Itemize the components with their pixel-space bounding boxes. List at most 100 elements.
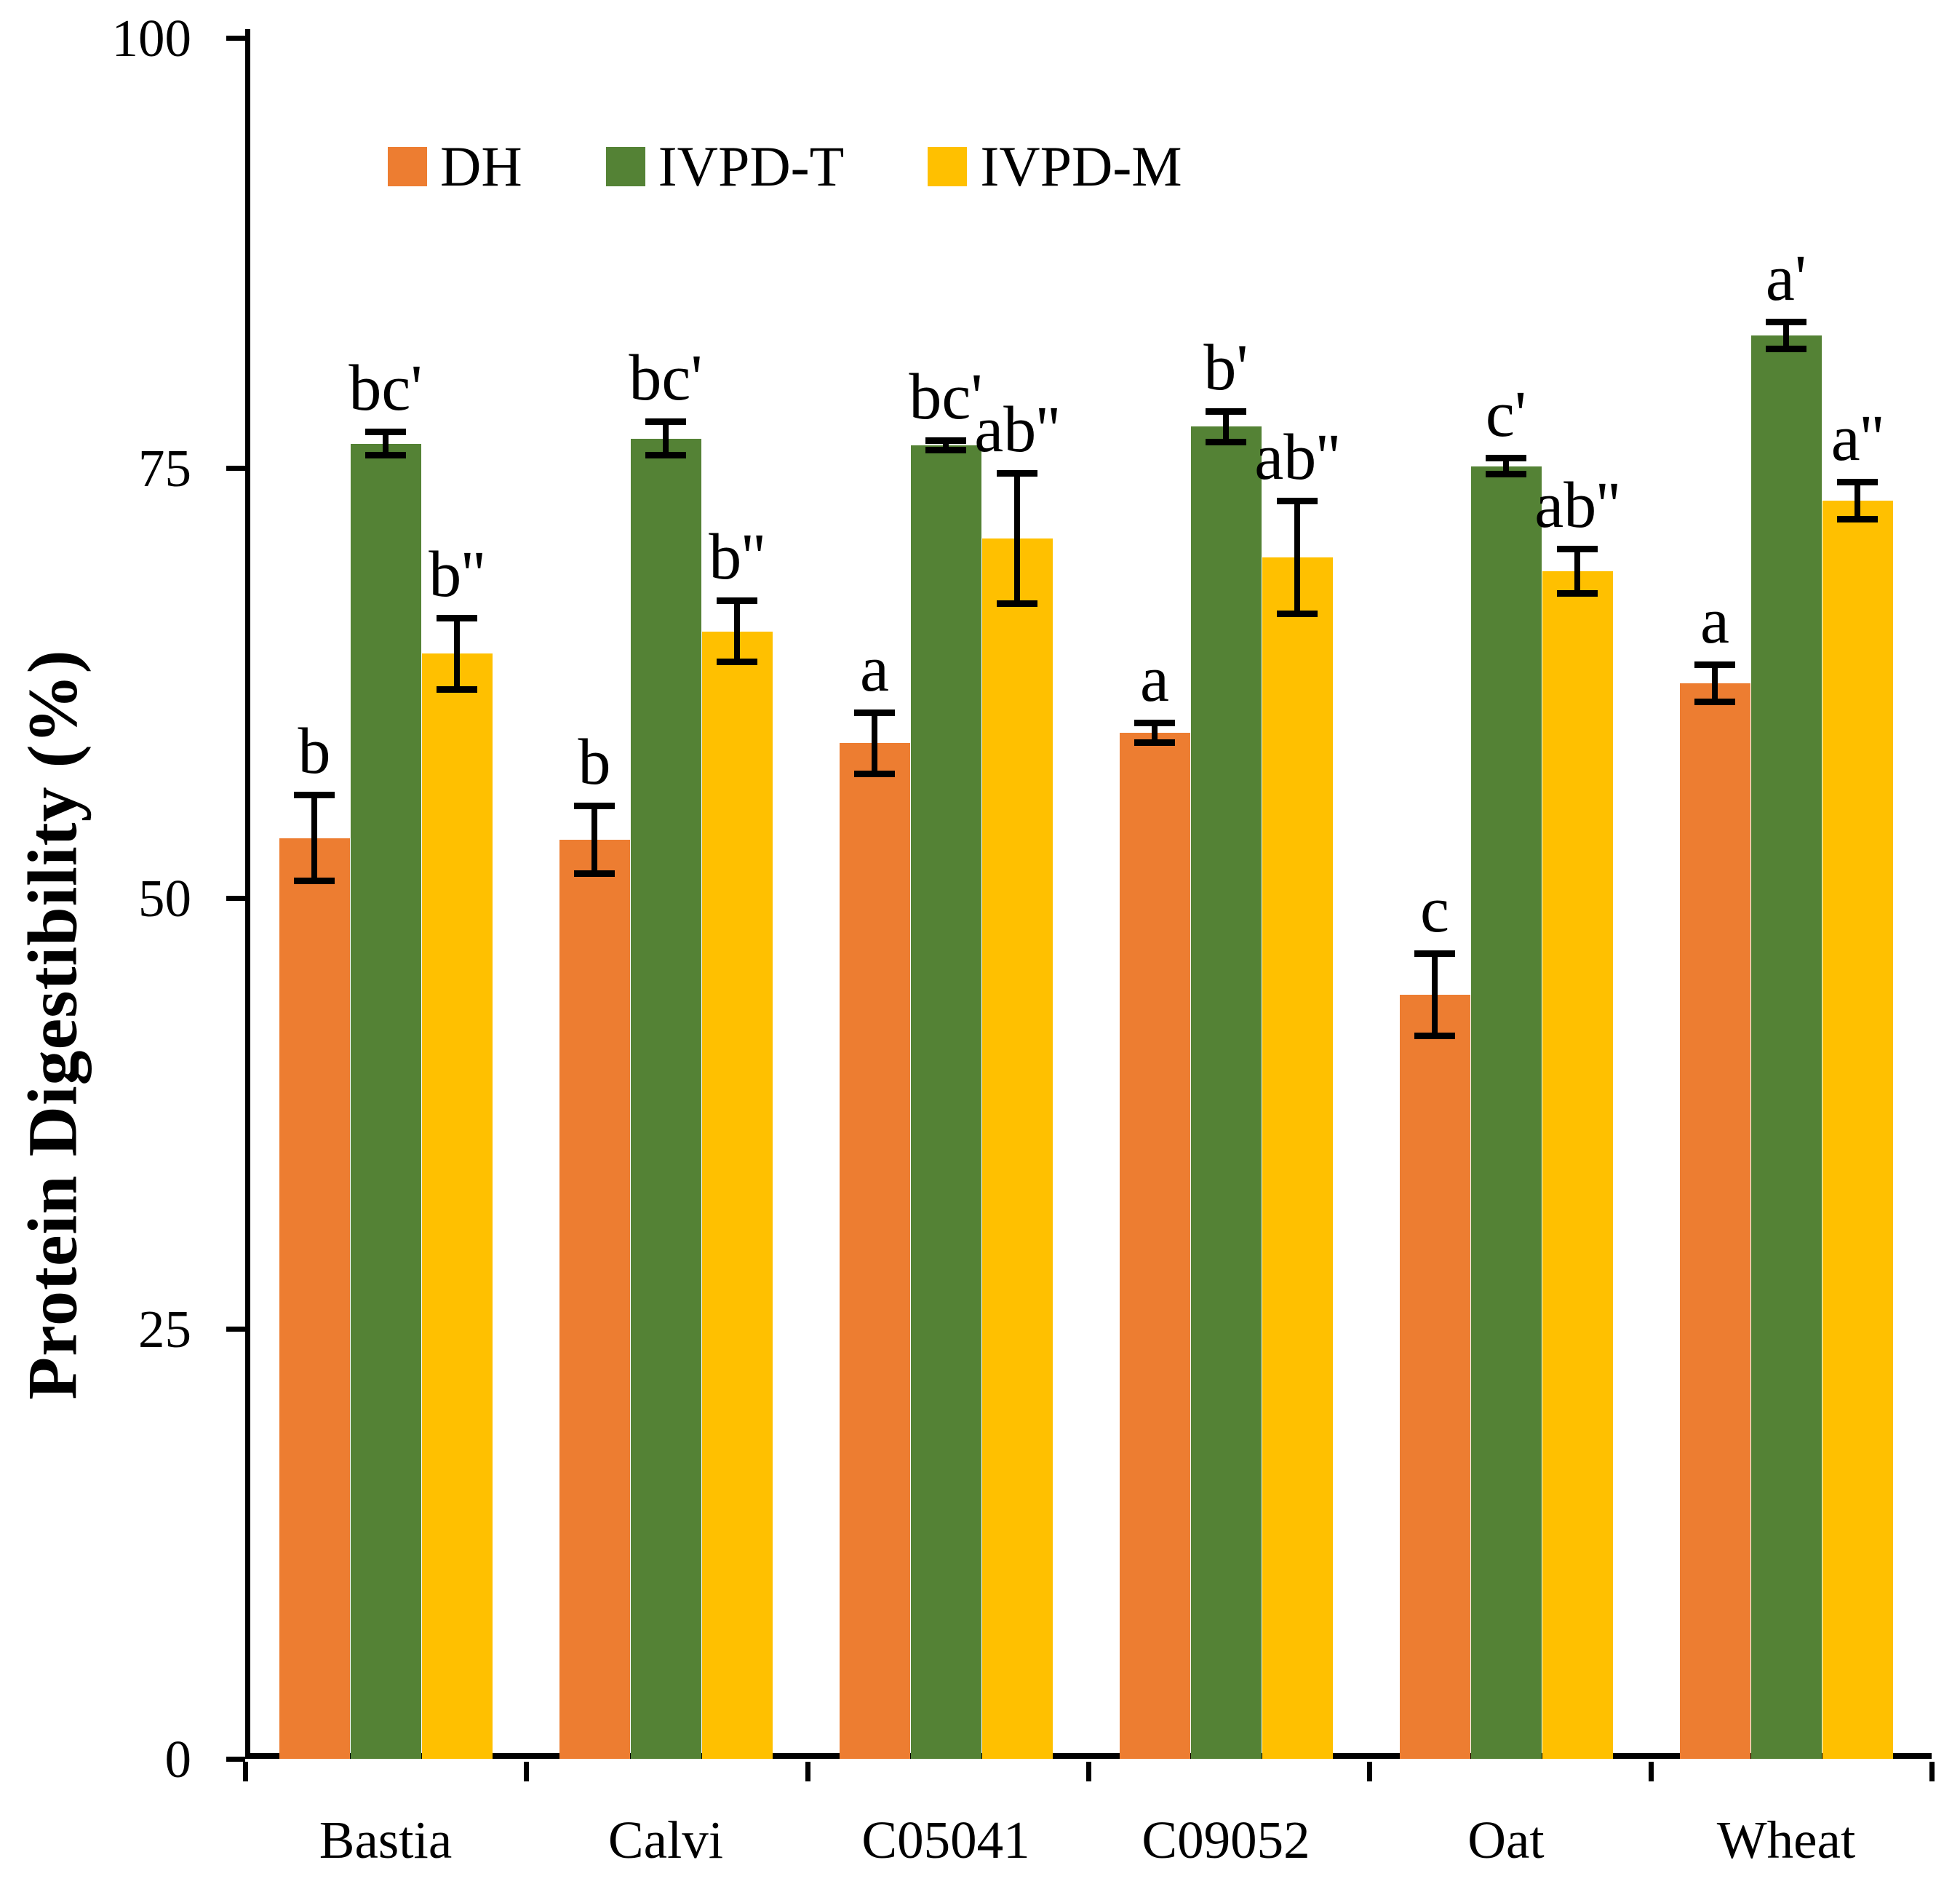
error-bar-cap-top — [1766, 318, 1806, 325]
category-label-calvi: Calvi — [607, 1811, 724, 1869]
legend-swatch-ivpd-t — [605, 147, 645, 186]
bar-dh-c05041 — [839, 743, 910, 1759]
legend-item-ivpd-t: IVPD-T — [605, 138, 844, 195]
y-tick-label: 100 — [111, 8, 192, 68]
error-bar-cap-bottom — [1134, 739, 1175, 747]
error-bar — [311, 795, 317, 881]
error-bar-cap-top — [294, 792, 335, 799]
error-bar — [1855, 481, 1860, 520]
bar-dh-wheat — [1679, 683, 1750, 1759]
bar-ivpd-m-wheat — [1822, 500, 1893, 1759]
error-bar-cap-top — [1134, 720, 1175, 727]
significance-label: c' — [1485, 378, 1527, 450]
plot-area — [245, 29, 1932, 1759]
y-axis-tick — [226, 1326, 245, 1332]
bar-dh-bastia — [279, 838, 350, 1759]
y-tick-label: 0 — [164, 1730, 192, 1789]
error-bar — [1223, 410, 1229, 442]
error-bar-cap-top — [645, 418, 686, 426]
category-label-oat: Oat — [1467, 1811, 1545, 1869]
error-bar — [1712, 664, 1718, 702]
error-bar — [1152, 723, 1158, 744]
y-tick-label: 50 — [138, 869, 191, 929]
error-bar-cap-bottom — [645, 452, 686, 459]
error-bar-cap-bottom — [294, 877, 335, 884]
error-bar-cap-top — [1277, 497, 1318, 504]
legend-swatch-ivpd-m — [928, 147, 968, 186]
error-bar — [943, 440, 949, 451]
bar-dh-c09052 — [1119, 733, 1190, 1759]
x-axis-tick — [524, 1762, 530, 1781]
error-bar-cap-top — [1486, 454, 1526, 461]
bar-ivpd-t-oat — [1470, 466, 1542, 1759]
bar-dh-calvi — [559, 839, 630, 1759]
error-bar-cap-bottom — [1206, 438, 1246, 445]
error-bar-cap-top — [1206, 408, 1246, 415]
significance-label: a' — [1765, 242, 1807, 314]
x-axis-tick — [1367, 1762, 1373, 1781]
error-bar-cap-top — [1694, 661, 1735, 668]
error-bar-cap-top — [1837, 478, 1878, 485]
error-bar — [383, 432, 389, 456]
significance-label: bc' — [348, 352, 423, 425]
error-bar-cap-bottom — [997, 600, 1037, 607]
error-bar-cap-bottom — [854, 771, 895, 778]
y-tick-label: 75 — [138, 439, 191, 498]
category-label-wheat: Wheat — [1716, 1811, 1856, 1869]
x-axis-tick — [1086, 1762, 1091, 1781]
error-bar — [1432, 953, 1438, 1036]
bar-dh-oat — [1399, 994, 1470, 1759]
significance-label: a — [1140, 643, 1169, 716]
error-bar — [872, 712, 877, 775]
y-axis-tick — [226, 896, 245, 902]
legend: DH IVPD-T IVPD-M — [388, 135, 1182, 198]
error-bar — [454, 617, 460, 691]
bar-ivpd-t-bastia — [350, 443, 421, 1759]
significance-label: b'' — [429, 538, 485, 611]
error-bar-cap-bottom — [1277, 611, 1318, 618]
error-bar-cap-bottom — [1557, 589, 1598, 597]
bar-ivpd-m-c05041 — [981, 538, 1053, 1759]
error-bar-cap-bottom — [1414, 1032, 1455, 1039]
bar-ivpd-m-bastia — [421, 653, 493, 1759]
x-axis-tick — [1648, 1762, 1654, 1781]
x-axis-tick — [805, 1762, 810, 1781]
significance-label: a — [860, 632, 889, 705]
bar-ivpd-t-wheat — [1750, 335, 1822, 1759]
significance-label: b — [298, 715, 331, 788]
category-label-bastia: Bastia — [319, 1811, 453, 1869]
bar-ivpd-m-c09052 — [1262, 557, 1333, 1759]
error-bar-cap-bottom — [925, 447, 966, 454]
significance-label: bc' — [909, 361, 983, 434]
y-tick-label: 25 — [138, 1299, 191, 1359]
error-bar-cap-top — [1557, 546, 1598, 553]
x-axis-tick — [243, 1762, 248, 1781]
y-axis-tick — [226, 466, 245, 472]
significance-label: bc' — [629, 342, 703, 415]
error-bar-cap-top — [997, 470, 1037, 477]
error-bar-cap-bottom — [1837, 515, 1878, 522]
y-axis-title: Protein Digestibility (%) — [13, 649, 92, 1400]
error-bar-cap-top — [854, 709, 895, 716]
legend-label-dh: DH — [440, 135, 522, 198]
x-axis-tick — [1929, 1762, 1935, 1781]
significance-label: ab'' — [1254, 421, 1340, 493]
category-label-c09052: C09052 — [1142, 1811, 1310, 1869]
legend-item-ivpd-m: IVPD-M — [928, 138, 1182, 195]
error-bar-cap-bottom — [1766, 345, 1806, 352]
bar-ivpd-t-c05041 — [910, 445, 981, 1759]
error-bar — [734, 600, 740, 663]
category-label-c05041: C05041 — [861, 1811, 1030, 1869]
bar-ivpd-m-oat — [1542, 571, 1613, 1759]
error-bar — [1783, 321, 1789, 349]
error-bar-cap-top — [365, 429, 406, 436]
significance-label: c — [1420, 874, 1449, 947]
error-bar-cap-bottom — [437, 686, 477, 693]
error-bar-cap-bottom — [365, 452, 406, 459]
error-bar-cap-top — [574, 802, 615, 809]
error-bar — [1294, 500, 1300, 615]
error-bar-cap-bottom — [717, 659, 757, 666]
error-bar — [1503, 457, 1509, 475]
error-bar-cap-top — [925, 437, 966, 445]
